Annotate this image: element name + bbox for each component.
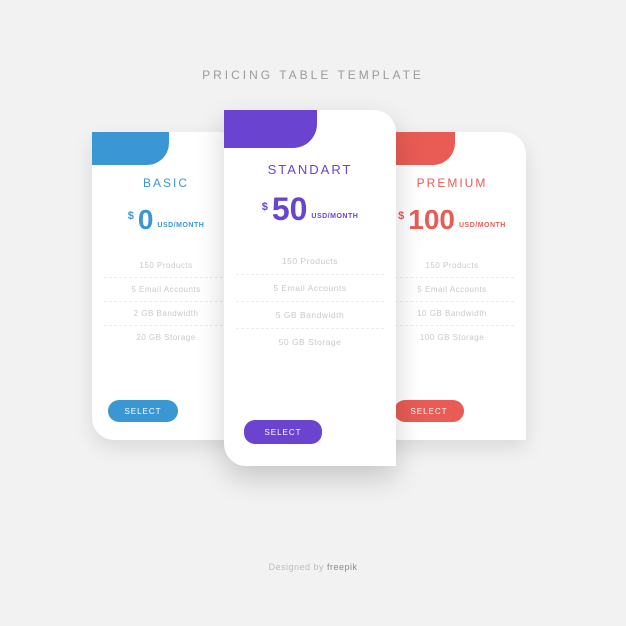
attribution-brand: freepik <box>327 562 358 572</box>
select-button-standart[interactable]: SELECT <box>244 420 322 444</box>
amount-basic: 0 <box>138 204 154 236</box>
currency-premium: $ <box>398 210 404 222</box>
select-button-premium[interactable]: SELECT <box>394 400 464 422</box>
plan-name-premium: PREMIUM <box>378 176 526 190</box>
period-basic: USD/MONTH <box>157 222 204 229</box>
price-row-basic: $ 0 USD/MONTH <box>92 204 240 236</box>
card-tab-basic <box>92 132 169 165</box>
pricing-card-standart: STANDART $ 50 USD/MONTH 150 Products 5 E… <box>224 110 396 466</box>
select-button-basic[interactable]: SELECT <box>108 400 178 422</box>
feature-item: 20 GB Storage <box>104 326 228 349</box>
feature-item: 10 GB Bandwidth <box>390 302 514 326</box>
card-tab-standart <box>224 110 317 148</box>
amount-premium: 100 <box>408 204 455 236</box>
feature-item: 5 GB Bandwidth <box>236 302 384 329</box>
feature-item: 150 Products <box>236 248 384 275</box>
period-premium: USD/MONTH <box>459 222 506 229</box>
attribution-prefix: Designed by <box>268 562 327 572</box>
pricing-card-basic: BASIC $ 0 USD/MONTH 150 Products 5 Email… <box>92 132 240 440</box>
feature-item: 150 Products <box>390 254 514 278</box>
attribution: Designed by freepik <box>0 562 626 572</box>
page-title: PRICING TABLE TEMPLATE <box>0 0 626 82</box>
feature-item: 5 Email Accounts <box>104 278 228 302</box>
plan-name-basic: BASIC <box>92 176 240 190</box>
feature-item: 2 GB Bandwidth <box>104 302 228 326</box>
currency-standart: $ <box>262 201 268 213</box>
amount-standart: 50 <box>272 191 308 228</box>
pricing-card-premium: PREMIUM $ 100 USD/MONTH 150 Products 5 E… <box>378 132 526 440</box>
price-row-standart: $ 50 USD/MONTH <box>224 191 396 228</box>
feature-item: 5 Email Accounts <box>390 278 514 302</box>
features-basic: 150 Products 5 Email Accounts 2 GB Bandw… <box>92 254 240 349</box>
feature-item: 5 Email Accounts <box>236 275 384 302</box>
pricing-cards-container: BASIC $ 0 USD/MONTH 150 Products 5 Email… <box>0 110 626 550</box>
price-row-premium: $ 100 USD/MONTH <box>378 204 526 236</box>
feature-item: 150 Products <box>104 254 228 278</box>
currency-basic: $ <box>128 210 134 222</box>
features-premium: 150 Products 5 Email Accounts 10 GB Band… <box>378 254 526 349</box>
plan-name-standart: STANDART <box>224 162 396 177</box>
period-standart: USD/MONTH <box>311 213 358 220</box>
feature-item: 50 GB Storage <box>236 329 384 355</box>
features-standart: 150 Products 5 Email Accounts 5 GB Bandw… <box>224 248 396 355</box>
feature-item: 100 GB Storage <box>390 326 514 349</box>
